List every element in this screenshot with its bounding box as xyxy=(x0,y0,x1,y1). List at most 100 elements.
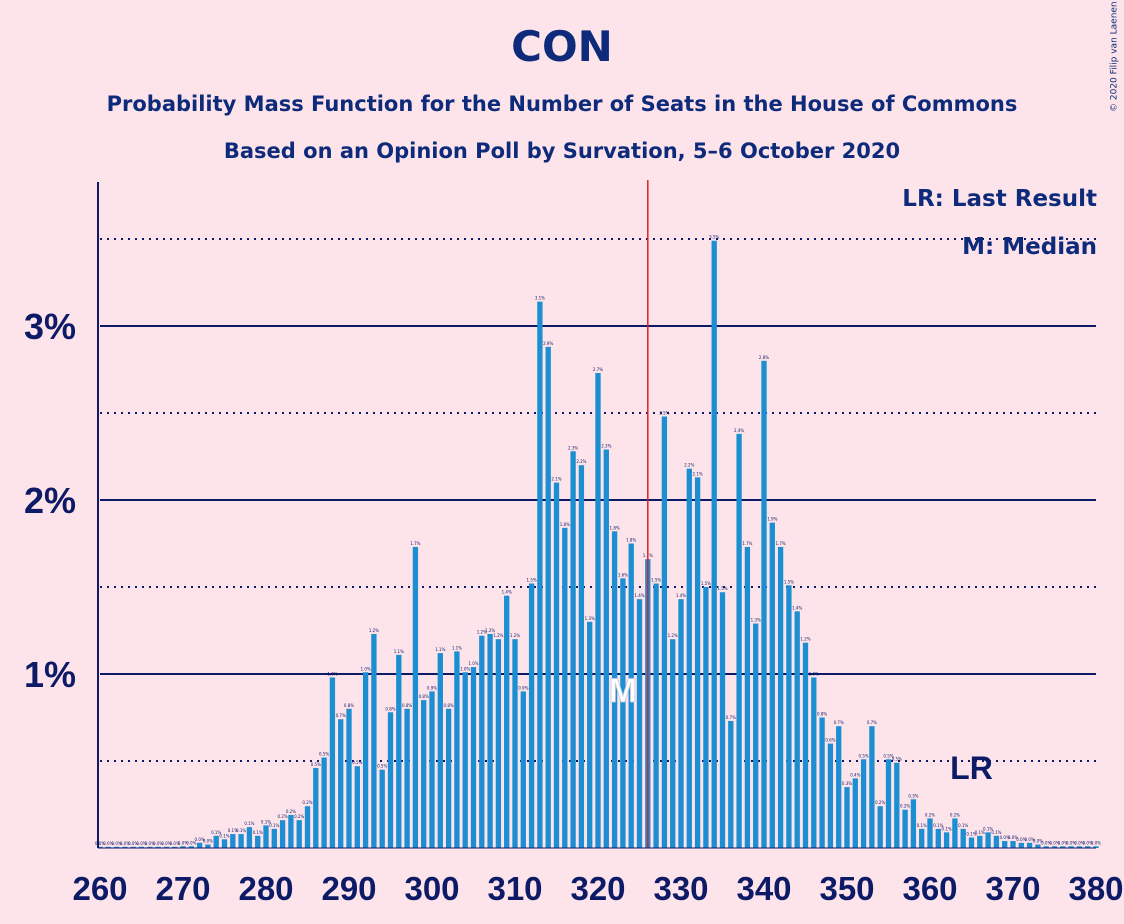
bar-seat-328 xyxy=(661,416,668,848)
bar-value-label: 1.8% xyxy=(560,522,570,527)
bar-seat-280 xyxy=(263,825,269,848)
bar-seat-279 xyxy=(255,835,261,848)
bar-seat-366 xyxy=(977,835,983,848)
bar-seat-287 xyxy=(321,757,327,848)
bar-value-label: 0.0% xyxy=(1041,840,1051,845)
bar-seat-309 xyxy=(504,595,510,848)
bar-value-label: 0.8% xyxy=(817,712,827,717)
bar-value-label: 0.0% xyxy=(161,841,171,846)
x-tick-label: 370 xyxy=(985,870,1040,907)
bar-value-label: 0.0% xyxy=(1091,840,1101,845)
bar-value-label: 1.0% xyxy=(327,671,337,676)
y-tick-label: 3% xyxy=(24,306,76,347)
bar-value-label: 0.0% xyxy=(1016,837,1026,842)
bar-seat-307 xyxy=(487,633,493,848)
bar-value-label: 1.0% xyxy=(468,661,478,666)
bar-seat-375 xyxy=(1051,846,1058,848)
bar-seat-344 xyxy=(794,611,800,848)
bar-seat-305 xyxy=(470,667,477,848)
bar-value-label: 0.1% xyxy=(991,830,1001,835)
bar-seat-329 xyxy=(670,639,676,848)
bar-seat-333 xyxy=(703,587,709,848)
bar-seat-358 xyxy=(910,799,917,848)
bar-value-label: 1.4% xyxy=(634,593,644,598)
bar-seat-357 xyxy=(902,809,908,848)
bar-seat-374 xyxy=(1043,846,1049,848)
bar-value-label: 0.0% xyxy=(178,840,188,845)
bar-seat-316 xyxy=(562,527,568,848)
bar-seat-362 xyxy=(943,832,950,848)
bar-value-label: 0.4% xyxy=(850,772,860,777)
bar-seat-277 xyxy=(238,834,244,848)
bar-value-label: 1.7% xyxy=(410,541,420,546)
x-tick-label: 380 xyxy=(1068,870,1123,907)
bar-seat-270 xyxy=(180,846,186,848)
bar-seat-272 xyxy=(196,842,203,848)
last-result-marker: LR xyxy=(950,750,993,786)
bar-value-label: 0.0% xyxy=(1066,840,1076,845)
bar-seat-320 xyxy=(595,372,601,848)
bar-value-label: 0.0% xyxy=(1083,840,1093,845)
bar-value-label: 0.0% xyxy=(1033,839,1043,844)
bar-seat-323 xyxy=(620,578,626,848)
bar-seat-348 xyxy=(827,743,834,848)
bar-value-label: 0.0% xyxy=(103,841,113,846)
bar-seat-274 xyxy=(213,835,219,848)
x-tick-label: 260 xyxy=(72,870,127,907)
bar-value-label: 0.0% xyxy=(128,841,138,846)
bar-value-label: 0.5% xyxy=(377,764,387,769)
bar-value-label: 1.5% xyxy=(784,579,794,584)
bar-value-label: 2.2% xyxy=(684,463,694,468)
bar-seat-345 xyxy=(802,642,809,848)
bar-seat-379 xyxy=(1085,846,1091,848)
bar-seat-288 xyxy=(329,677,336,848)
bar-value-label: 1.1% xyxy=(394,649,404,654)
bar-value-label: 3.1% xyxy=(535,296,545,301)
bar-value-label: 0.2% xyxy=(875,800,885,805)
bar-seat-264 xyxy=(130,846,136,848)
bar-seat-313 xyxy=(537,301,543,848)
bar-seat-342 xyxy=(777,546,784,848)
bar-seat-306 xyxy=(479,635,485,848)
bar-seat-319 xyxy=(587,621,593,848)
bar-value-label: 0.0% xyxy=(195,837,205,842)
bar-value-label: 0.2% xyxy=(925,812,935,817)
bar-seat-291 xyxy=(354,766,360,848)
x-tick-label: 310 xyxy=(487,870,542,907)
bar-value-label: 1.2% xyxy=(510,633,520,638)
bar-seat-278 xyxy=(246,827,253,848)
bar-seat-356 xyxy=(894,762,900,848)
bar-value-label: 0.2% xyxy=(278,814,288,819)
bar-seat-282 xyxy=(279,820,286,848)
bar-seat-289 xyxy=(338,719,344,848)
bar-seat-314 xyxy=(545,346,551,848)
bar-value-label: 0.0% xyxy=(1000,835,1010,840)
bar-seat-318 xyxy=(578,465,585,848)
bar-value-label: 0.5% xyxy=(319,752,329,757)
bar-value-label: 0.1% xyxy=(942,826,952,831)
bar-seat-335 xyxy=(719,592,726,848)
bar-seat-308 xyxy=(495,639,502,848)
bar-value-label: 1.8% xyxy=(610,525,620,530)
bar-seat-271 xyxy=(188,846,194,848)
bar-value-label: 2.3% xyxy=(601,444,611,449)
bar-seat-331 xyxy=(686,468,692,848)
bar-value-label: 0.2% xyxy=(286,809,296,814)
bar-seat-322 xyxy=(611,531,618,848)
bar-seat-276 xyxy=(230,834,236,848)
bar-value-label: 0.0% xyxy=(203,839,213,844)
bar-seat-298 xyxy=(412,546,419,848)
bar-value-label: 2.1% xyxy=(693,471,703,476)
legend-median: M: Median xyxy=(962,234,1097,260)
bar-seat-332 xyxy=(694,477,701,848)
bar-seat-294 xyxy=(379,769,385,848)
bar-value-label: 2.5% xyxy=(659,410,669,415)
bar-seat-377 xyxy=(1068,846,1074,848)
bar-value-label: 0.1% xyxy=(253,830,263,835)
bar-seat-297 xyxy=(404,708,410,848)
bar-seat-364 xyxy=(960,828,966,848)
bar-value-label: 0.0% xyxy=(153,841,163,846)
bar-value-label: 1.0% xyxy=(361,666,371,671)
bar-value-label: 0.0% xyxy=(95,841,105,846)
x-tick-label: 290 xyxy=(321,870,376,907)
